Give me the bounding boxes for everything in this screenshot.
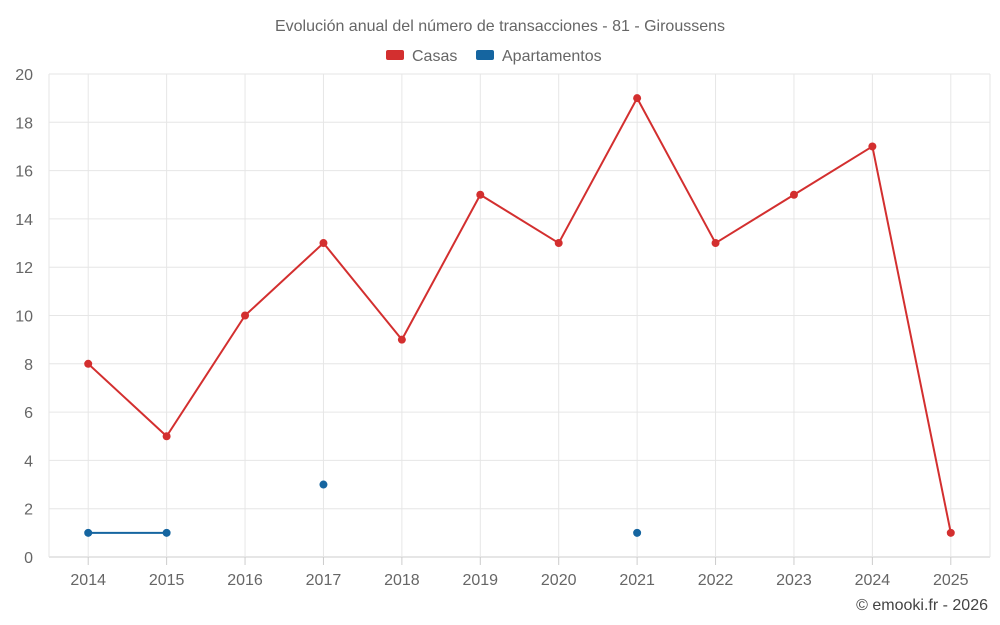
y-tick-label: 0 <box>24 550 33 567</box>
series-group <box>84 94 955 537</box>
legend: Casas Apartamentos <box>386 48 602 65</box>
chart-title: Evolución anual del número de transaccio… <box>275 18 725 35</box>
data-point-casas[interactable] <box>319 239 328 248</box>
data-point-apartamentos[interactable] <box>162 528 171 537</box>
x-tick-label: 2023 <box>776 572 812 589</box>
y-tick-label: 18 <box>15 115 33 132</box>
y-tick-label: 20 <box>15 67 33 84</box>
data-point-casas[interactable] <box>554 239 563 248</box>
series-line-casas <box>87 97 952 534</box>
data-point-casas[interactable] <box>162 432 171 441</box>
data-point-apartamentos[interactable] <box>633 528 642 537</box>
legend-swatch-apartamentos <box>476 50 494 60</box>
x-tick-label: 2018 <box>384 572 420 589</box>
legend-label-apartamentos[interactable]: Apartamentos <box>502 48 602 65</box>
x-tick-label: 2019 <box>462 572 498 589</box>
x-tick-label: 2021 <box>619 572 655 589</box>
data-point-casas[interactable] <box>633 94 642 103</box>
y-tick-label: 12 <box>15 260 33 277</box>
data-point-apartamentos[interactable] <box>84 528 93 537</box>
y-axis: 0 2 4 6 8 10 12 14 16 18 20 <box>15 67 33 567</box>
data-point-casas[interactable] <box>946 528 955 537</box>
x-tick-label: 2015 <box>149 572 185 589</box>
y-tick-label: 2 <box>24 502 33 519</box>
x-tick-label: 2014 <box>70 572 106 589</box>
data-point-casas[interactable] <box>476 190 485 199</box>
x-tick-label: 2025 <box>933 572 969 589</box>
x-tick-label: 2024 <box>855 572 891 589</box>
x-tick-label: 2020 <box>541 572 577 589</box>
x-tick-label: 2016 <box>227 572 263 589</box>
x-tick-label: 2017 <box>306 572 342 589</box>
y-tick-label: 14 <box>15 212 33 229</box>
x-tick-label: 2022 <box>698 572 734 589</box>
y-tick-label: 16 <box>15 164 33 181</box>
y-tick-label: 4 <box>24 453 33 470</box>
y-tick-label: 6 <box>24 405 33 422</box>
data-point-casas[interactable] <box>711 239 720 248</box>
credit-text: © emooki.fr - 2026 <box>856 597 988 614</box>
legend-swatch-casas <box>386 50 404 60</box>
y-tick-label: 8 <box>24 357 33 374</box>
grid <box>48 73 991 558</box>
x-axis: 2014 2015 2016 2017 2018 2019 2020 2021 2022 2023… <box>70 557 969 589</box>
data-point-casas[interactable] <box>397 335 406 344</box>
data-point-apartamentos[interactable] <box>319 480 328 489</box>
data-point-casas[interactable] <box>789 190 798 199</box>
y-tick-label: 10 <box>15 309 33 326</box>
data-point-casas[interactable] <box>84 359 93 368</box>
legend-label-casas[interactable]: Casas <box>412 48 457 65</box>
data-point-casas[interactable] <box>868 142 877 151</box>
data-point-casas[interactable] <box>241 311 250 320</box>
